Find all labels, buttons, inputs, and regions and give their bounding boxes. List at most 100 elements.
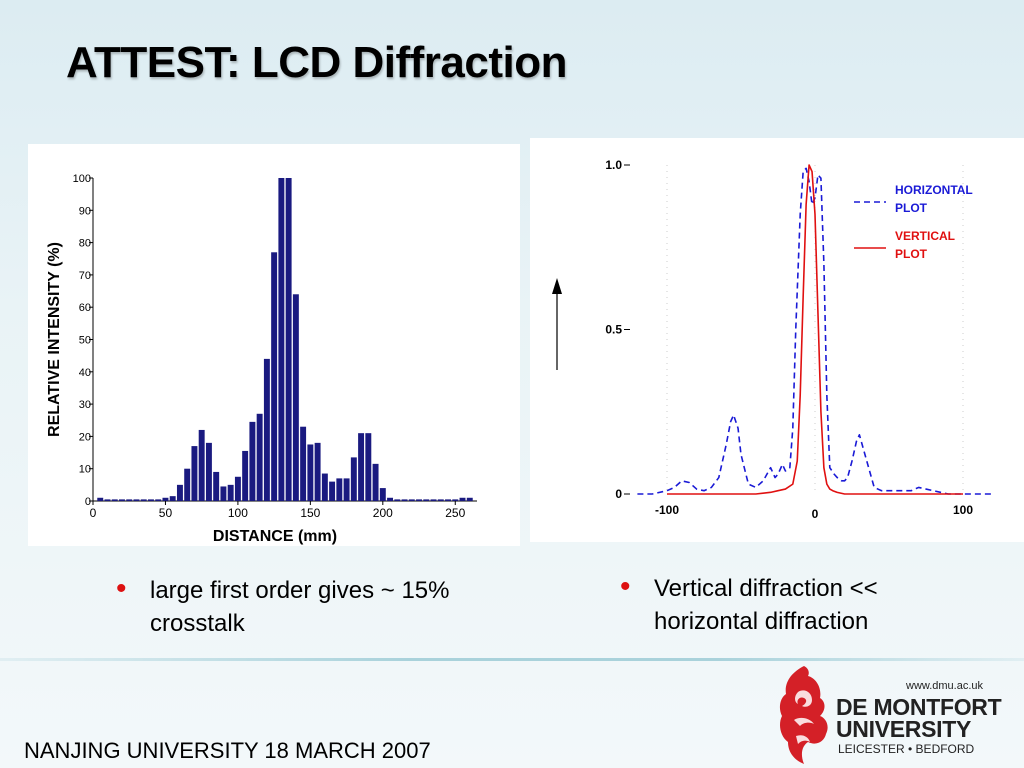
bar [379,488,386,501]
bullet-crosstalk: • large first order gives ~ 15% crosstal… [116,574,500,640]
bar [213,471,220,501]
x-tick-label: 0 [90,506,97,520]
y-tick-label: 60 [79,302,91,314]
bar [365,433,372,501]
bar [220,486,227,501]
y-tick-label: 40 [79,367,91,379]
bar [372,463,379,501]
bar [140,499,147,501]
bar [307,444,314,501]
legend-label: PLOT [895,247,928,261]
bar [343,478,350,501]
line-chart-panel: 0 0.5 1.0 -100 0 100 HORIZONTAL PLOT VERTICAL PLO… [530,138,1024,542]
bar [198,429,205,501]
bar [321,473,328,501]
logo-line2: UNIVERSITY [836,716,972,742]
bar-chart: 0 10 20 30 40 50 60 70 80 90 100 0 50 100 150 200 250 DIS… [46,173,477,545]
bar [466,497,473,501]
bar [97,497,104,501]
x-tick-label: 50 [159,506,173,520]
bullet-vertical-horizontal: • Vertical diffraction << horizontal dif… [620,572,974,638]
bar [314,442,321,501]
bar [191,446,198,501]
bar [126,499,133,501]
bar [111,499,118,501]
x-tick-label: 100 [228,506,248,520]
bar [249,421,256,501]
line-chart: 0 0.5 1.0 -100 0 100 HORIZONTAL PLOT VERTICAL PLO… [552,158,993,521]
y-tick-label: 0.5 [605,323,622,337]
bullet-dot-icon: • [116,572,127,605]
bullet-text: Vertical diffraction << horizontal diffr… [654,575,878,635]
bar [184,468,191,501]
y-tick-label: 30 [79,399,91,411]
bar [119,499,125,501]
x-tick-label: 250 [445,506,465,520]
bar [155,499,162,501]
y-tick-label: 70 [79,270,91,282]
legend-label: VERTICAL [895,229,955,243]
bar [387,497,394,501]
y-tick-label: 50 [79,335,91,347]
slide-title: ATTEST: LCD Diffraction [66,38,568,87]
footer-text: NANJING UNIVERSITY 18 MARCH 2007 [24,738,431,763]
footer-divider [0,658,1024,661]
legend-label: HORIZONTAL [895,183,973,197]
bar [205,442,212,501]
bar [423,499,430,501]
bar [358,433,365,501]
bar [271,252,278,501]
bar [394,499,401,501]
bar [336,478,343,501]
bar [104,499,111,501]
bar [285,178,292,501]
bar [329,481,336,501]
series-line-vertical [667,164,963,495]
x-tick-label: 100 [953,503,973,517]
logo-line1: DE MONTFORT [836,694,1002,720]
y-axis-label: RELATIVE INTENSITY (%) [46,242,63,437]
bar [401,499,408,501]
y-tick-label: 80 [79,238,91,250]
legend-label: PLOT [895,201,928,215]
bar [300,426,307,501]
bar [459,497,466,501]
bar [452,499,459,501]
x-axis-label: DISTANCE (mm) [213,528,337,545]
logo-line3: LEICESTER • BEDFORD [838,742,975,756]
bar [445,499,451,501]
bullet-text: large first order gives ~ 15% crosstalk [150,577,450,637]
bar [227,484,234,501]
y-tick-label: 0 [85,496,91,508]
bar [256,413,263,501]
y-tick-label: 10 [79,464,91,476]
university-logo: www.dmu.ac.uk DE MONTFORT UNIVERSITY LEI… [770,662,1020,766]
bar [278,178,285,501]
x-tick-label: 150 [300,506,320,520]
x-tick-label: -100 [655,503,679,517]
x-tick-label: 0 [812,507,819,521]
dmu-lion-crest-icon [779,666,828,764]
series-line-horizontal [637,167,993,495]
bar [147,499,154,501]
logo-url: www.dmu.ac.uk [906,680,984,692]
bar [416,499,423,501]
y-tick-label: 0 [615,487,622,501]
bar-chart-panel: 0 10 20 30 40 50 60 70 80 90 100 0 50 100 150 200 250 DIS… [28,144,520,546]
bullet-dot-icon: • [620,570,631,603]
bar [263,358,270,501]
y-tick-label: 100 [73,173,91,185]
up-arrow-icon [552,278,562,294]
bar [234,476,241,501]
x-tick-label: 200 [373,506,393,520]
y-tick-label: 1.0 [605,158,622,172]
y-tick-label: 90 [79,205,91,217]
bar [350,457,357,501]
bar [430,499,437,501]
bar [162,497,169,501]
bar [437,499,444,501]
bar [292,294,299,501]
bar [176,484,183,501]
bar [242,450,249,501]
y-tick-label: 20 [79,431,91,443]
